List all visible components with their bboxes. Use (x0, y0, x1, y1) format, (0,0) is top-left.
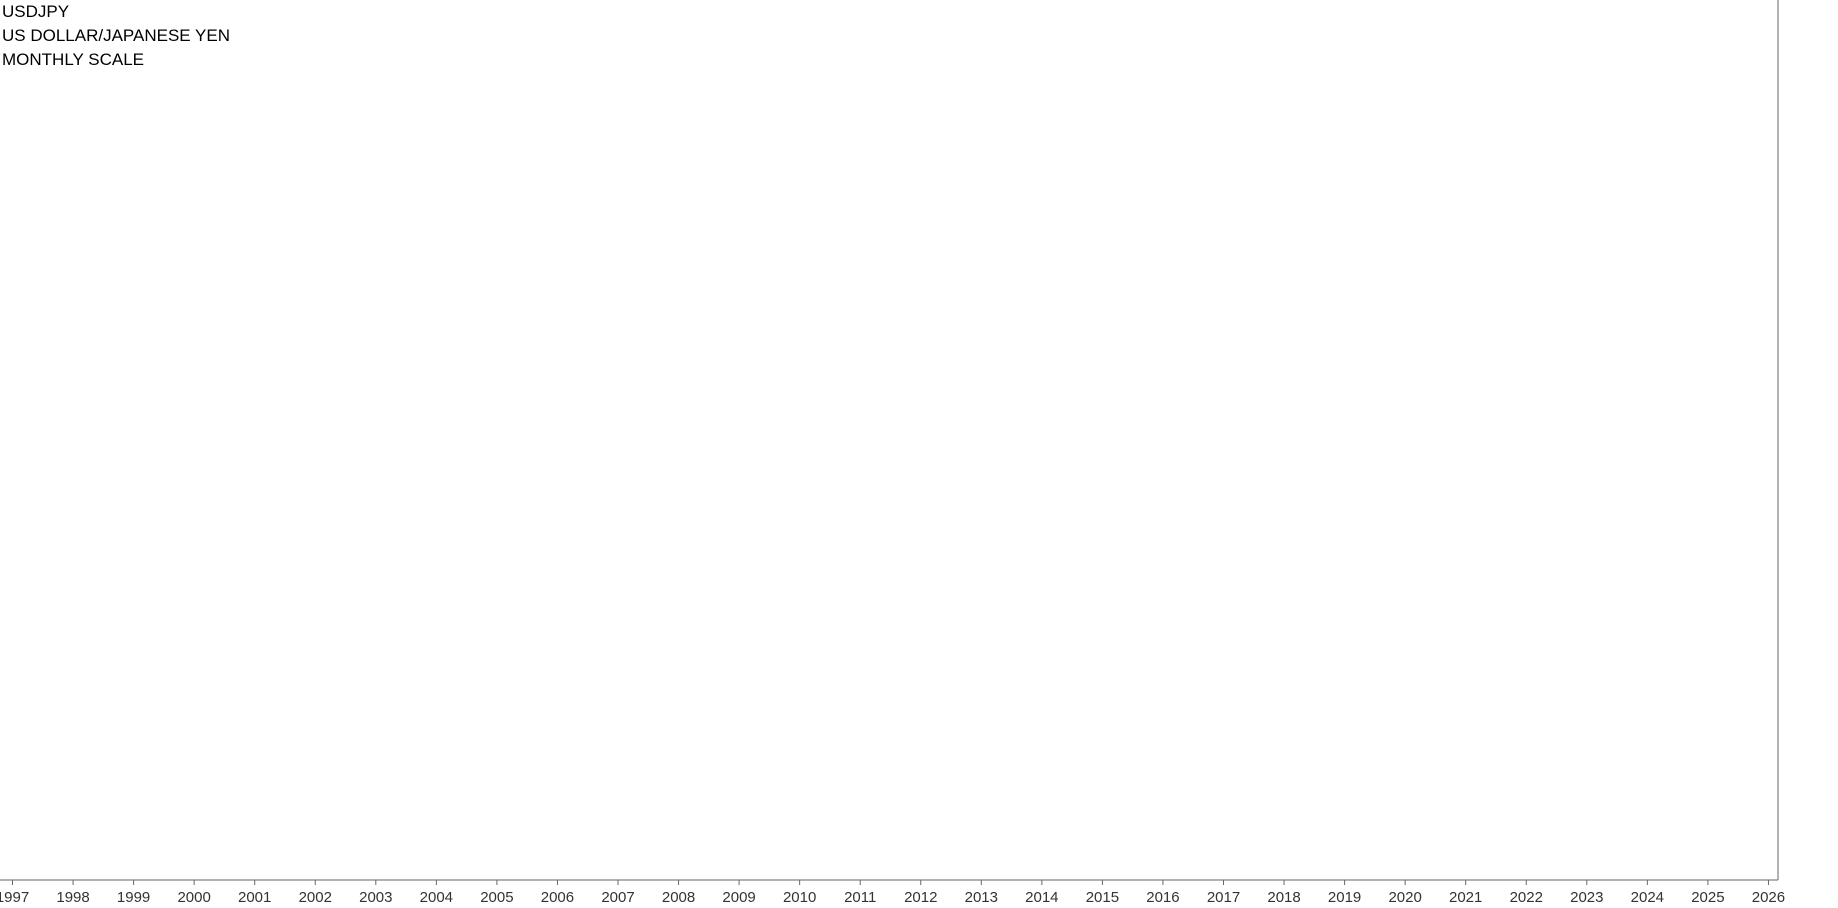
year-tick-label: 2015 (1086, 889, 1119, 906)
year-tick-label: 2008 (662, 889, 695, 906)
year-tick-label: 2022 (1510, 889, 1543, 906)
year-tick-label: 1998 (56, 889, 89, 906)
year-tick-label: 2007 (601, 889, 634, 906)
chart-scale-label: MONTHLY SCALE (2, 50, 145, 69)
year-tick-label: 2013 (965, 889, 998, 906)
year-tick-label: 2026 (1752, 889, 1785, 906)
year-tick-label: 2000 (177, 889, 210, 906)
price-axis: 80.00100.00120.00140.00160.00180.00200.0… (1777, 0, 1779, 880)
year-tick-label: 2012 (904, 889, 937, 906)
year-tick-label: 2025 (1691, 889, 1724, 906)
year-tick-label: 2001 (238, 889, 271, 906)
year-tick-label: 2014 (1025, 889, 1058, 906)
year-tick-label: 2011 (844, 889, 876, 906)
chart-instrument-name: US DOLLAR/JAPANESE YEN (2, 26, 231, 45)
year-tick-label: 1999 (117, 889, 150, 906)
year-tick-label: 2006 (541, 889, 574, 906)
year-tick-label: 2004 (420, 889, 453, 906)
year-tick-label: 2020 (1388, 889, 1421, 906)
time-axis: 1997 1998 1999 2000 2001 2002 2003 2004 2005 2006… (0, 879, 1785, 906)
chart-symbol: USDJPY (2, 2, 70, 21)
chart-title-block: USDJPY US DOLLAR/JAPANESE YEN MONTHLY SC… (2, 0, 230, 72)
year-tick-label: 2018 (1267, 889, 1300, 906)
year-tick-label: 2023 (1570, 889, 1603, 906)
year-tick-label: 2003 (359, 889, 392, 906)
year-tick-label: 2010 (783, 889, 816, 906)
year-tick-label: 2017 (1207, 889, 1240, 906)
year-tick-label: 2002 (299, 889, 332, 906)
year-tick-label: 2016 (1146, 889, 1179, 906)
year-tick-label: 2009 (722, 889, 755, 906)
year-tick-label: 1997 (0, 889, 29, 906)
year-tick-label: 2021 (1449, 889, 1482, 906)
year-tick-label: 2024 (1631, 889, 1664, 906)
year-tick-label: 2005 (480, 889, 513, 906)
year-tick-label: 2019 (1328, 889, 1361, 906)
